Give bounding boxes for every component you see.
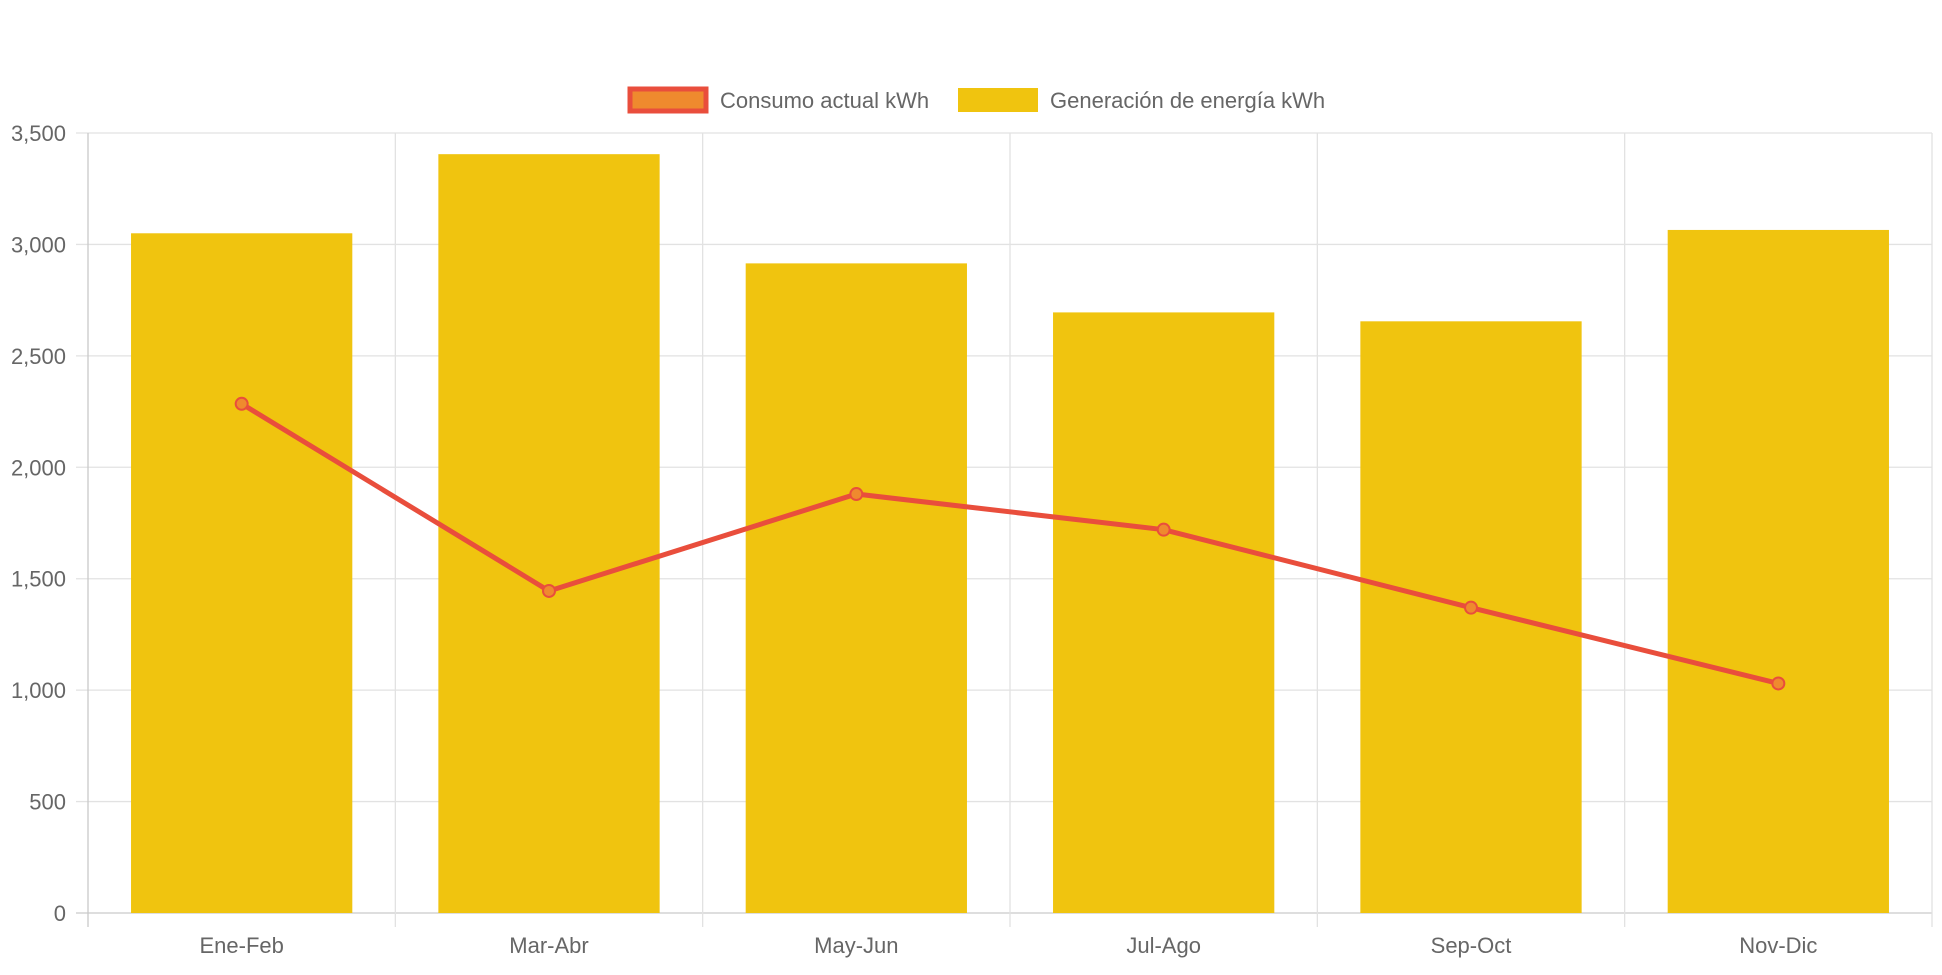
grid-layer (76, 132, 1933, 927)
y-tick-label: 2,500 (11, 344, 66, 369)
bar-sep-oct[interactable] (1360, 321, 1582, 913)
consumption-line (240, 401, 1779, 686)
x-tick-label: Jul-Ago (1126, 933, 1201, 958)
legend-item-generacion[interactable]: Generación de energía kWh (958, 88, 1325, 113)
x-tick-label: May-Jun (814, 933, 898, 958)
y-tick-label: 1,000 (11, 678, 66, 703)
y-tick-label: 500 (29, 790, 66, 815)
bar-nov-dic[interactable] (1667, 229, 1889, 913)
legend-swatch-consumo (627, 86, 709, 114)
consumption-point-nov-dic[interactable] (1771, 676, 1786, 691)
bar-ene-feb[interactable] (131, 233, 353, 914)
y-tick-label: 3,000 (11, 232, 66, 257)
y-tick-label: 3,500 (11, 121, 66, 146)
bar-jul-ago[interactable] (1053, 312, 1275, 913)
consumption-point-may-jun[interactable] (849, 487, 864, 502)
consumption-point-sep-oct[interactable] (1464, 600, 1478, 615)
bar-layer (131, 154, 1889, 914)
legend-item-consumo[interactable]: Consumo actual kWh (627, 86, 929, 114)
y-tick-label: 2,000 (11, 455, 66, 480)
y-tick-label: 0 (54, 901, 66, 926)
consumption-point-ene-feb[interactable] (234, 396, 249, 411)
x-tick-label: Mar-Abr (509, 933, 588, 958)
bar-may-jun[interactable] (745, 263, 967, 913)
axis-layer: 0 500 1,000 1,500 2,000 2,500 3,000 3,500 Ene-Fe… (11, 121, 1818, 958)
x-tick-label: Ene-Feb (199, 933, 283, 958)
y-tick-label: 1,500 (11, 567, 66, 592)
legend-label: Generación de energía kWh (1050, 88, 1325, 113)
line-layer (234, 396, 1786, 691)
consumption-point-jul-ago[interactable] (1156, 522, 1171, 537)
bar-mar-abr[interactable] (438, 154, 660, 913)
consumption-point-mar-abr[interactable] (542, 583, 556, 598)
legend-label: Consumo actual kWh (720, 88, 929, 113)
legend-swatch-generacion (958, 88, 1038, 112)
legend[interactable]: Consumo actual kWh Generación de energía … (627, 86, 1325, 114)
x-tick-label: Nov-Dic (1739, 933, 1817, 958)
x-tick-label: Sep-Oct (1431, 933, 1512, 958)
